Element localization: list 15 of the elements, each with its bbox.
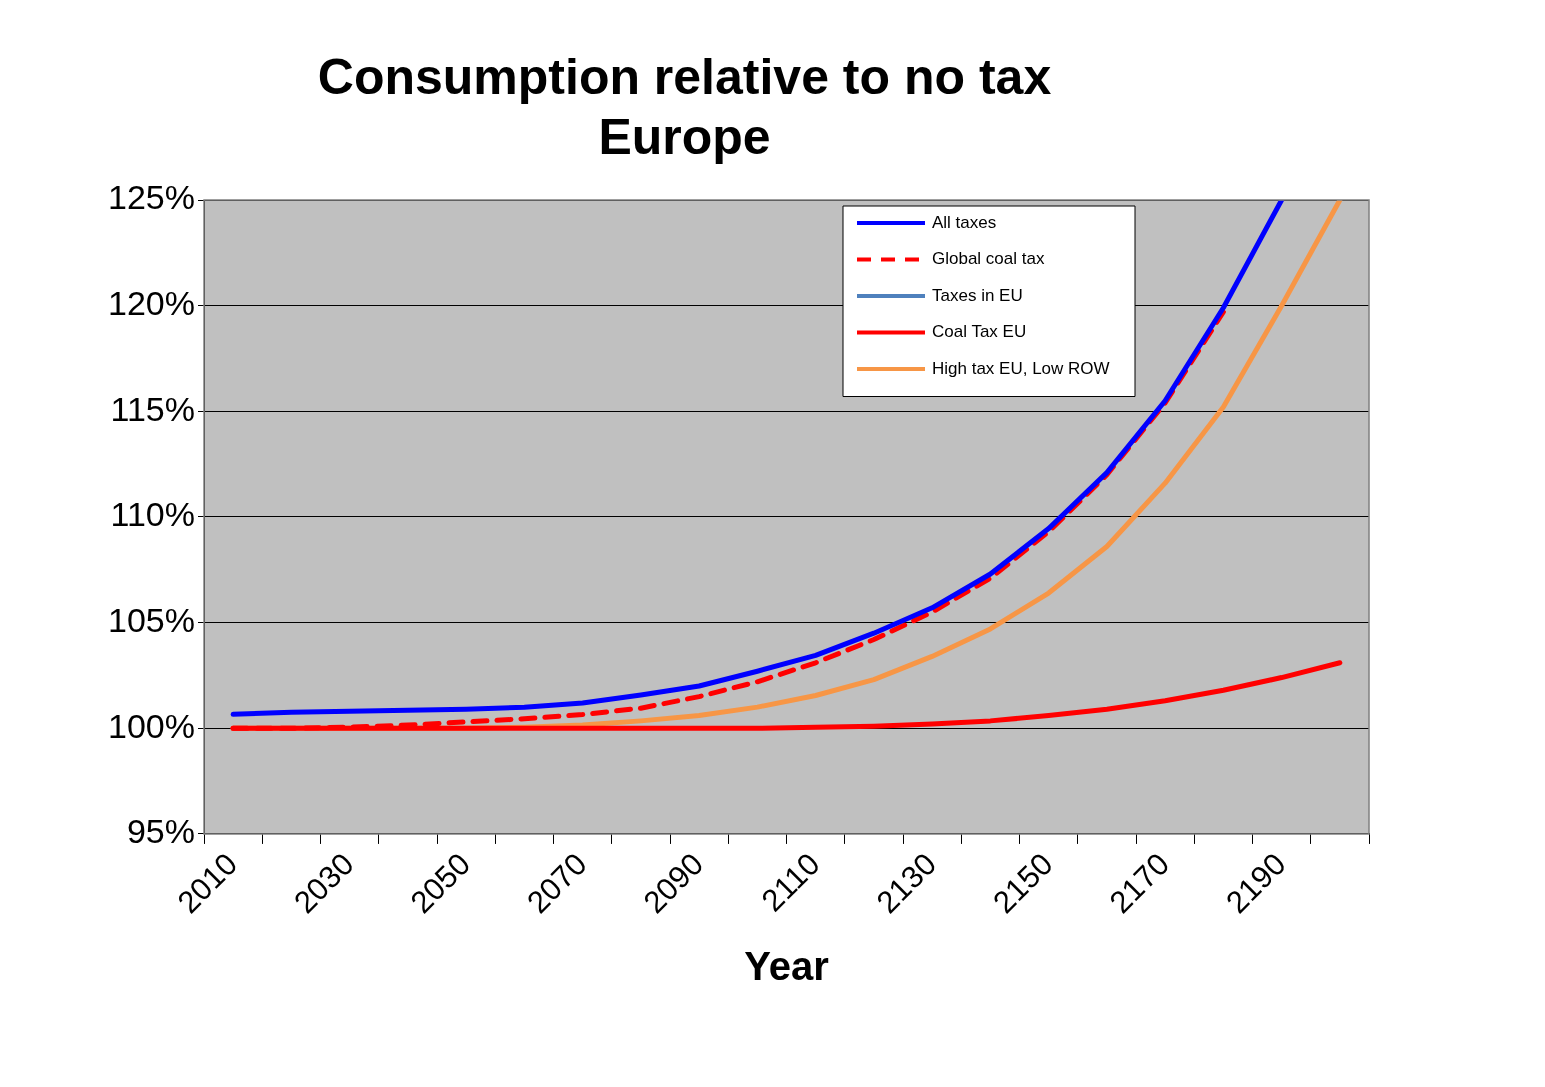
legend-label: High tax EU, Low ROW xyxy=(932,358,1110,378)
text: Europe xyxy=(598,108,771,165)
legend-label: All taxes xyxy=(932,212,997,232)
y-tick-label: 115% xyxy=(110,389,195,428)
legend-label: Coal Tax EU xyxy=(932,322,1027,342)
text: Consumption relative to no tax xyxy=(317,48,1052,105)
y-tick-label: 125% xyxy=(108,178,195,217)
legend-label: Global coal tax xyxy=(932,249,1045,269)
y-tick-label: 95% xyxy=(126,812,195,851)
y-tick-label: 100% xyxy=(108,706,195,745)
y-tick-label: 105% xyxy=(108,601,195,639)
y-tick-label: 120% xyxy=(108,284,195,323)
x-axis-title: Year xyxy=(744,944,829,989)
y-tick-label: 110% xyxy=(110,495,195,534)
legend-label: Taxes in EU xyxy=(932,285,1023,305)
